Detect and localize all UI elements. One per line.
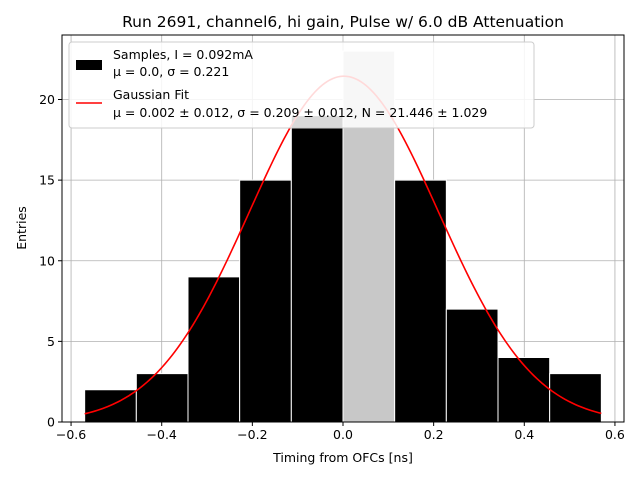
- histogram-bar-4: [290, 115, 344, 423]
- y-axis-label: Entries: [14, 206, 29, 250]
- histogram-bar-1: [135, 373, 189, 423]
- histogram-bar-8: [497, 357, 551, 423]
- x-tick-label-4: 0.2: [424, 427, 444, 442]
- x-tick-label-3: 0.0: [333, 427, 353, 442]
- y-tick-label-4: 20: [39, 92, 55, 107]
- histogram-bar-3: [239, 179, 292, 423]
- chart-title: Run 2691, channel6, hi gain, Pulse w/ 6.…: [122, 13, 564, 31]
- y-tick-label-3: 15: [39, 173, 55, 188]
- histogram-bar-7: [445, 308, 499, 423]
- legend-histogram-stats: μ = 0.0, σ = 0.221: [113, 64, 229, 79]
- y-tick-label-2: 10: [39, 253, 55, 268]
- legend: Samples, I = 0.092mA μ = 0.0, σ = 0.221 …: [68, 41, 535, 129]
- x-tick-label-2: −0.2: [237, 427, 267, 442]
- y-axis-ticks: 0 5 10 15 20: [39, 92, 62, 430]
- histogram-bar-6: [394, 179, 447, 423]
- legend-box: [68, 41, 535, 129]
- histogram-bars: [84, 50, 602, 423]
- legend-histogram-swatch: [76, 60, 102, 70]
- y-tick-label-0: 0: [47, 415, 55, 430]
- x-axis-label: Timing from OFCs [ns]: [272, 450, 413, 465]
- legend-fit-params: μ = 0.002 ± 0.012, σ = 0.209 ± 0.012, N …: [113, 105, 487, 120]
- histogram-bar-9: [549, 373, 602, 423]
- legend-fit-label: Gaussian Fit: [113, 87, 189, 102]
- x-tick-label-5: 0.4: [514, 427, 534, 442]
- x-tick-label-6: 0.6: [605, 427, 625, 442]
- x-tick-label-0: −0.6: [56, 427, 86, 442]
- x-tick-label-1: −0.4: [147, 427, 177, 442]
- x-axis-ticks: −0.6 −0.4 −0.2 0.0 0.2 0.4 0.6: [56, 422, 625, 442]
- histogram-bar-2: [187, 276, 241, 423]
- legend-histogram-label: Samples, I = 0.092mA: [113, 47, 253, 62]
- y-tick-label-1: 5: [47, 334, 55, 349]
